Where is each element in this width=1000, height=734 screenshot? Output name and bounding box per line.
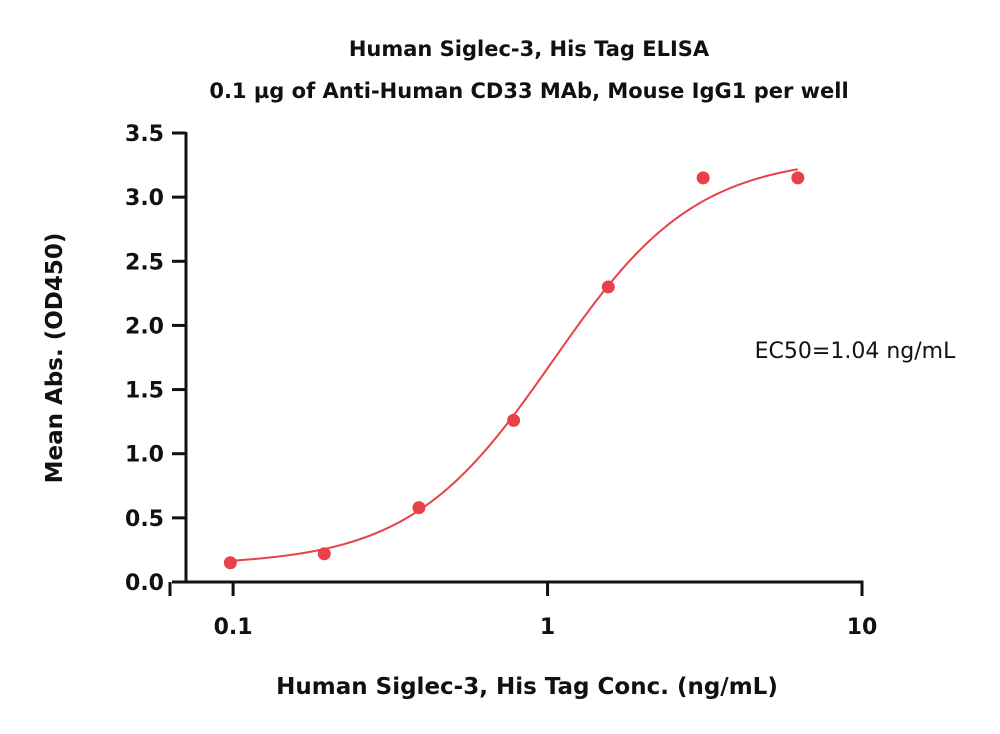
y-tick-label: 3.5 [125,122,164,147]
data-point [507,413,521,427]
chart-title: Human Siglec-3, His Tag ELISA [349,37,710,61]
x-tick-label: 0.1 [214,615,253,640]
x-tick-label: 1 [540,615,555,640]
y-tick-label: 1.5 [125,379,164,404]
data-points-layer [223,171,805,570]
data-point [317,547,331,561]
fit-curve-layer [230,168,798,562]
chart-subtitle: 0.1 µg of Anti-Human CD33 MAb, Mouse IgG… [209,79,848,103]
ec50-annotation: EC50=1.04 ng/mL [755,339,956,364]
x-tick-label: 10 [847,615,878,640]
fit-curve [230,168,798,562]
y-tick-label: 0.5 [125,507,164,532]
data-point [696,171,710,185]
data-point [791,171,805,185]
y-axis-title: Mean Abs. (OD450) [42,233,68,484]
data-point [412,501,426,515]
x-axis-title: Human Siglec-3, His Tag Conc. (ng/mL) [276,674,778,700]
data-point [601,280,615,294]
y-tick-label: 2.5 [125,250,164,275]
y-tick-label: 2.0 [125,314,164,339]
axes: 0.0 0.5 1.0 1.5 2.0 2.5 3.0 3.5 0.1 1 10 [125,122,877,640]
y-tick-label: 1.0 [125,443,164,468]
data-point [223,556,237,570]
y-tick-label: 3.0 [125,186,164,211]
y-tick-label: 0.0 [125,571,164,596]
